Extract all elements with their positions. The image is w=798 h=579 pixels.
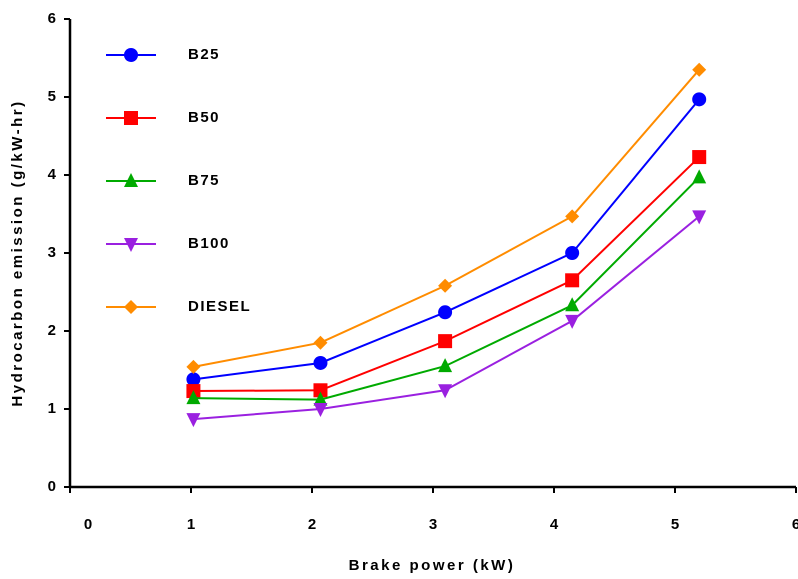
marker (313, 335, 328, 350)
marker (692, 210, 707, 225)
y-tick-label: 3 (48, 244, 56, 261)
marker (124, 173, 138, 187)
marker (124, 111, 138, 125)
marker (124, 48, 138, 62)
x-tick-label: 0 (84, 516, 92, 533)
marker (438, 384, 453, 399)
marker (313, 391, 328, 406)
legend-label: B25 (188, 46, 220, 63)
marker (692, 92, 707, 107)
x-axis-title: Brake power (kW) (349, 557, 516, 574)
marker (565, 209, 580, 224)
marker (565, 246, 580, 260)
y-tick-label: 4 (48, 166, 57, 183)
marker (186, 413, 201, 428)
marker (186, 359, 201, 374)
marker (565, 314, 580, 329)
marker (124, 238, 138, 252)
x-tick-label: 5 (671, 516, 679, 533)
legend-label: DIESEL (188, 298, 251, 315)
marker (313, 383, 328, 398)
legend-label: B75 (188, 172, 220, 189)
series-line (193, 69, 700, 368)
marker (438, 358, 453, 373)
marker (438, 278, 453, 293)
y-axis-title: Hydrocarbon emission (g/kW-hr) (9, 99, 26, 406)
y-tick-label: 0 (48, 478, 56, 495)
y-tick-label: 5 (48, 88, 56, 105)
marker (186, 390, 201, 405)
y-tick-label: 1 (48, 400, 56, 417)
marker (565, 297, 580, 312)
x-tick-label: 6 (792, 516, 798, 533)
x-tick-label: 1 (187, 516, 195, 533)
marker (313, 355, 328, 370)
y-tick-label: 2 (48, 322, 56, 339)
x-tick-label: 2 (308, 516, 316, 533)
marker (438, 305, 453, 320)
y-tick-label: 6 (48, 10, 56, 27)
legend-label: B100 (188, 235, 230, 252)
marker (438, 334, 453, 349)
marker (313, 403, 328, 417)
x-tick-label: 3 (429, 516, 437, 533)
x-tick-label: 4 (550, 516, 559, 533)
marker (692, 62, 707, 77)
marker (186, 372, 201, 387)
marker (565, 273, 580, 288)
marker (124, 300, 138, 314)
legend-label: B50 (188, 109, 220, 126)
marker (692, 150, 707, 165)
marker (692, 169, 707, 184)
